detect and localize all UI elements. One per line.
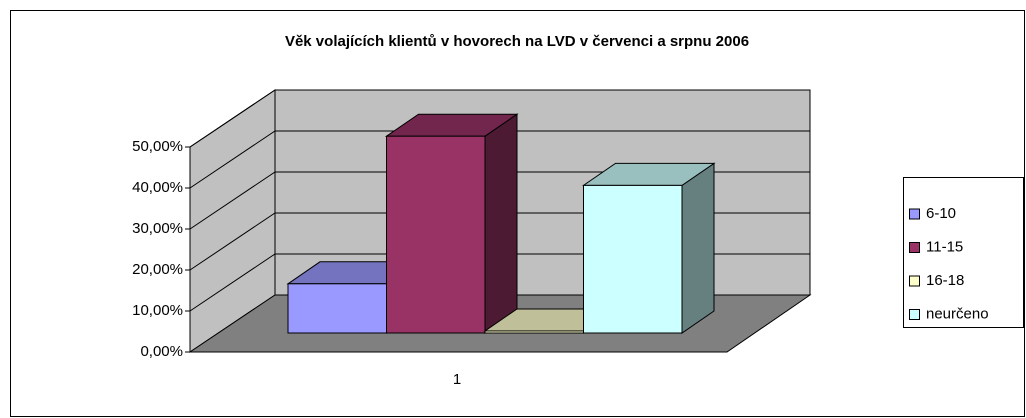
y-tick-label: 10,00%: [132, 302, 183, 319]
bar-side: [681, 162, 715, 334]
legend-label: 11-15: [926, 238, 963, 255]
legend-label: 16-18: [926, 272, 964, 289]
grid-line: [189, 89, 810, 148]
legend-swatch: [909, 275, 920, 287]
y-tick-label: 40,00%: [132, 179, 183, 196]
legend-swatch: [909, 208, 920, 220]
legend-swatch: [909, 242, 920, 253]
x-tick-label: 1: [453, 371, 461, 388]
legend: [903, 177, 1024, 328]
bar: [386, 135, 486, 334]
legend-swatch: [909, 309, 920, 320]
bar: [287, 283, 387, 334]
bar-side: [484, 113, 518, 334]
y-tick-label: 30,00%: [132, 220, 183, 237]
bar: [583, 184, 683, 334]
y-tick-label: 20,00%: [132, 261, 183, 278]
chart-title: Věk volajících klientů v hovorech na LVD…: [285, 33, 749, 50]
grid-line: [189, 130, 810, 189]
bar: [484, 330, 584, 334]
y-tick-label: 50,00%: [132, 138, 183, 155]
y-tick-label: 0,00%: [140, 343, 183, 360]
legend-label: neurčeno: [926, 305, 989, 322]
legend-label: 6-10: [926, 205, 956, 222]
